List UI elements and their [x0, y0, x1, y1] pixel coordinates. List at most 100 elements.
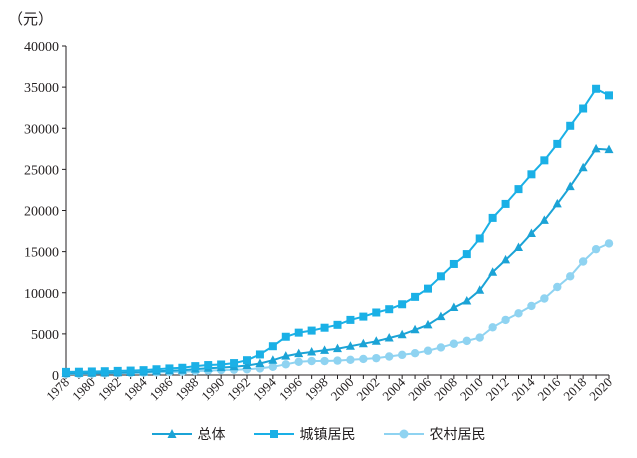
data-point [307, 356, 316, 366]
y-unit-label: （元） [8, 11, 53, 28]
data-point [578, 162, 588, 172]
data-point [397, 329, 407, 339]
x-tick-label: 2012 [483, 375, 512, 404]
legend-item: 城镇居民 [253, 424, 356, 444]
y-tick-label: 15000 [24, 246, 59, 261]
x-tick-label: 1978 [43, 375, 72, 404]
data-point [62, 367, 70, 376]
data-point [307, 326, 316, 335]
data-point [268, 362, 278, 371]
data-point [345, 341, 355, 350]
data-point [591, 244, 601, 254]
data-point [462, 250, 471, 259]
data-point [539, 215, 549, 224]
y-tick-label: 35000 [24, 81, 59, 96]
data-point [204, 361, 213, 370]
data-point [165, 364, 174, 373]
data-point [346, 355, 355, 364]
y-tick-label: 30000 [24, 122, 59, 137]
data-point [217, 360, 226, 369]
data-point [281, 332, 290, 341]
data-point [424, 284, 432, 293]
data-point [436, 343, 446, 352]
x-tick-label: 2002 [353, 375, 382, 404]
y-tick-label: 5000 [31, 328, 59, 343]
data-point [359, 312, 368, 321]
data-point [281, 351, 291, 360]
data-point [333, 343, 342, 353]
data-point [230, 359, 239, 368]
y-tick-label: 25000 [24, 163, 59, 178]
data-point [423, 346, 433, 355]
legend-swatch [151, 429, 192, 438]
data-point [488, 323, 497, 332]
data-point [526, 228, 536, 238]
data-point [178, 363, 187, 372]
legend-label: 农村居民 [429, 427, 486, 443]
data-point [384, 332, 394, 342]
data-point [566, 121, 575, 130]
data-point [294, 357, 303, 367]
data-point [243, 356, 251, 365]
data-point [462, 336, 471, 346]
data-point [113, 366, 122, 375]
data-point [501, 315, 510, 325]
data-point [100, 367, 109, 376]
data-point [514, 242, 523, 252]
data-point [552, 198, 562, 208]
data-point [359, 354, 368, 364]
x-tick-label: 2014 [509, 374, 538, 403]
x-tick-label: 1998 [302, 375, 331, 404]
data-point [320, 345, 330, 354]
data-point [294, 348, 304, 358]
data-point [385, 305, 394, 314]
series-line-1 [65, 87, 610, 373]
data-point [565, 181, 575, 191]
data-point [346, 315, 355, 324]
data-point [553, 282, 562, 292]
data-point [540, 156, 549, 165]
data-point [268, 342, 277, 351]
legend-swatch [383, 429, 424, 439]
data-point [579, 104, 588, 113]
data-point [398, 300, 407, 309]
y-tick-label: 0 [52, 369, 59, 384]
legend-item: 农村居民 [383, 424, 486, 444]
x-tick-label: 1990 [198, 375, 227, 404]
data-point [87, 367, 96, 376]
data-point [255, 350, 264, 359]
x-tick-label: 2008 [431, 375, 460, 404]
y-tick-label: 20000 [24, 205, 59, 220]
data-point [307, 346, 317, 356]
data-point [255, 358, 265, 367]
data-point [527, 170, 536, 179]
x-tick-label: 1994 [250, 374, 279, 403]
data-point [605, 91, 613, 100]
data-point [592, 84, 601, 93]
data-point [358, 338, 368, 348]
legend-label: 总体 [197, 427, 226, 443]
data-point [411, 292, 420, 301]
x-tick-label: 1988 [172, 375, 201, 404]
data-point [436, 311, 446, 321]
data-point [320, 323, 329, 332]
data-point [566, 272, 575, 281]
x-tick-label: 2020 [586, 375, 615, 404]
x-tick-label: 1992 [224, 375, 253, 404]
data-point [475, 234, 484, 243]
data-point [74, 367, 83, 376]
data-point [152, 365, 161, 374]
data-point [591, 143, 601, 153]
data-point [501, 199, 510, 208]
data-point [333, 356, 342, 365]
x-tick-label: 1996 [276, 374, 305, 403]
data-point [514, 185, 523, 194]
axes: 0 5000 10000 15000 20000 25000 30000 35000 40000… [24, 40, 615, 404]
data-point [320, 356, 329, 366]
data-point [436, 272, 445, 281]
data-point [553, 139, 562, 148]
data-point [488, 267, 498, 276]
data-point [372, 353, 381, 363]
data-point [475, 333, 484, 342]
